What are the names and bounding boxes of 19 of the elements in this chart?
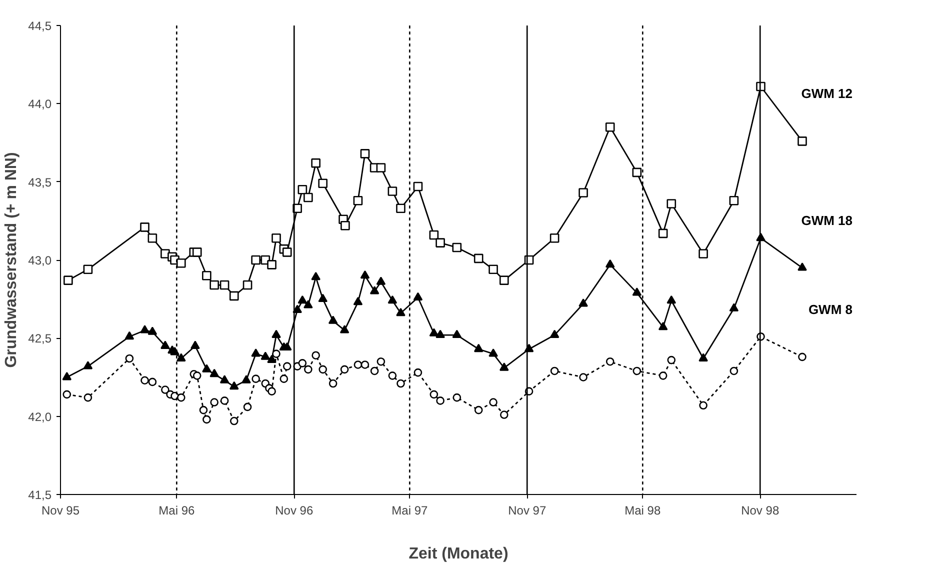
x-tick-label: Mai 96 xyxy=(158,504,196,518)
x-tick-label: Mai 97 xyxy=(392,504,428,518)
x-tick-label: Nov 96 xyxy=(275,504,314,518)
y-tick-label: 43,5 xyxy=(28,175,52,190)
x-axis-title: Zeit (Monate) xyxy=(408,546,508,562)
x-tick-label: Nov 97 xyxy=(508,504,546,518)
y-tick-label: 44,5 xyxy=(28,19,52,33)
x-tick-label: Nov 98 xyxy=(741,504,780,518)
x-tick-label: Nov 95 xyxy=(41,504,80,518)
text: GWM 8 xyxy=(808,302,853,317)
x-tick-label: Mai 98 xyxy=(624,504,661,518)
y-tick-label: 41,5 xyxy=(28,488,52,502)
text: GWM 18 xyxy=(801,212,853,228)
y-tick-label: 42,5 xyxy=(28,332,52,346)
y-tick-label: 42,0 xyxy=(28,410,52,424)
y-tick-label: 43,0 xyxy=(28,254,52,268)
series-label: GWM 12 xyxy=(801,86,853,102)
y-axis-title: Grundwasserstand (+ m NN) xyxy=(3,152,20,368)
y-tick-label: 44,0 xyxy=(28,97,52,112)
